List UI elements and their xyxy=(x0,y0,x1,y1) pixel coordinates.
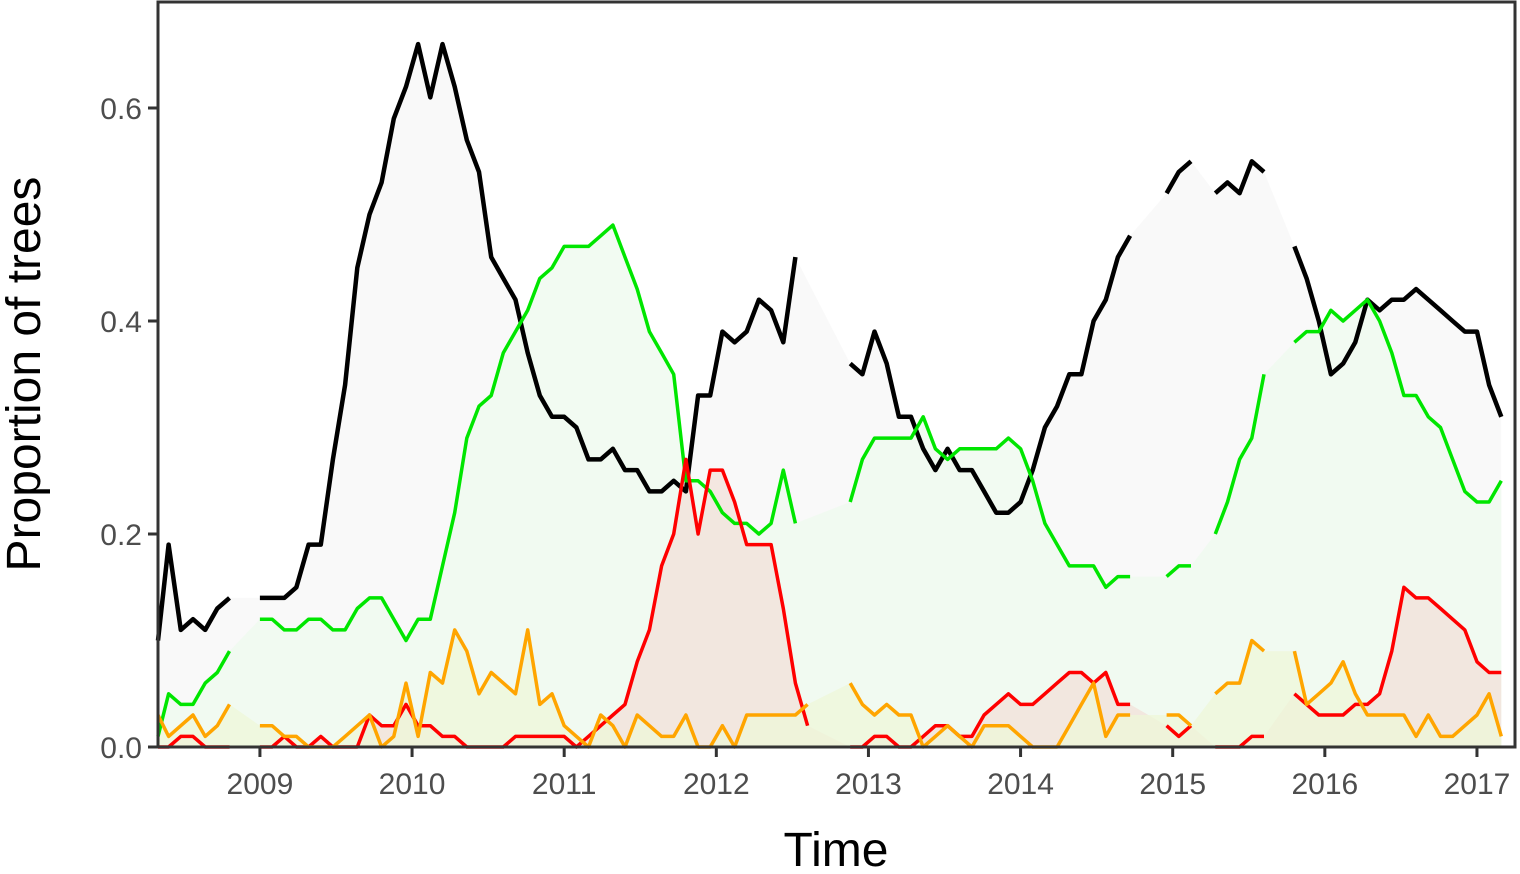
series-1-line-segment-6 xyxy=(1292,245,1504,418)
x-axis-title: Time xyxy=(784,824,889,874)
series-2-line-segment-4 xyxy=(1165,564,1191,578)
y-axis: 0.0 0.2 0.4 0.6 xyxy=(100,93,158,765)
series-4-line-segment-1 xyxy=(156,703,232,739)
series-4-line-segment-2 xyxy=(259,628,809,749)
series-4-line-segment-5 xyxy=(1214,638,1266,696)
x-tick-label: 2009 xyxy=(227,768,294,801)
area-fills xyxy=(158,44,1502,748)
series-3-line-segment-3 xyxy=(850,670,1131,749)
x-tick-label: 2013 xyxy=(835,768,902,801)
series-1-line-segment-2 xyxy=(259,41,798,601)
y-tick-label: 0.6 xyxy=(100,93,142,126)
y-tick-label: 0.0 xyxy=(100,732,142,765)
y-axis-title: Proportion of trees xyxy=(0,177,51,572)
series-2-area xyxy=(158,225,1502,748)
plot-panel-border xyxy=(156,0,1517,749)
series-2-line-segment-3 xyxy=(848,415,1131,590)
series-4-area xyxy=(158,629,1502,747)
series-3-line-segment-6 xyxy=(1293,585,1502,717)
x-axis: 2009 2010 2011 2012 2013 2014 2015 2016 2017 xyxy=(227,747,1511,801)
series-4-line-segment-3 xyxy=(848,681,1131,749)
x-tick-label: 2016 xyxy=(1291,768,1358,801)
x-tick-label: 2010 xyxy=(379,768,446,801)
y-tick-label: 0.4 xyxy=(100,306,142,339)
y-tick-label: 0.2 xyxy=(100,519,142,552)
series-2-line-segment-5 xyxy=(1213,373,1266,535)
series-2-line-segment-1 xyxy=(156,650,232,737)
series-1-line-segment-4 xyxy=(1164,159,1193,195)
x-tick-label: 2015 xyxy=(1139,768,1206,801)
x-tick-label: 2017 xyxy=(1444,768,1511,801)
series-4-line-segment-4 xyxy=(1166,713,1193,728)
series-1-line-segment-5 xyxy=(1213,159,1266,196)
series-lines xyxy=(155,41,1504,749)
x-tick-label: 2014 xyxy=(987,768,1054,801)
x-tick-label: 2011 xyxy=(532,768,597,801)
series-1-line-segment-3 xyxy=(848,234,1133,515)
series-2-line-segment-6 xyxy=(1293,297,1503,504)
x-tick-label: 2012 xyxy=(683,768,750,801)
series-4-line-segment-6 xyxy=(1292,650,1503,739)
series-1-line-segment-1 xyxy=(155,542,231,641)
series-3-line-segment-4 xyxy=(1165,724,1193,739)
